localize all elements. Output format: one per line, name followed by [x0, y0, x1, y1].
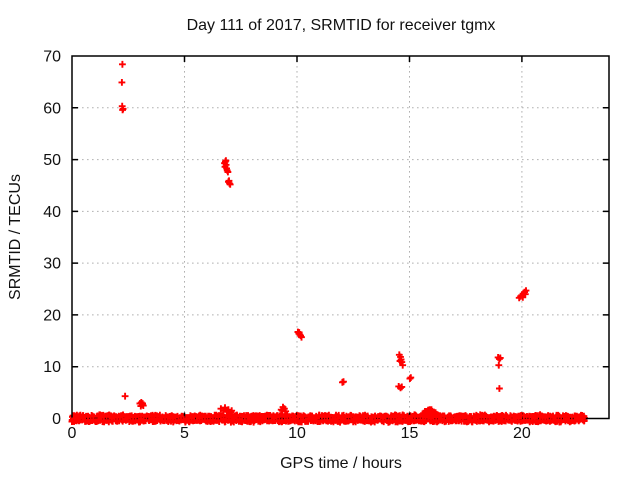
chart-title: Day 111 of 2017, SRMTID for receiver tgm…	[187, 17, 496, 34]
gridlines	[72, 56, 609, 419]
x-axis-label: GPS time / hours	[280, 455, 402, 472]
x-tick-label: 5	[180, 425, 189, 442]
y-tick-label: 40	[43, 204, 61, 221]
x-tick-label: 20	[513, 425, 531, 442]
data-points	[68, 60, 588, 426]
y-tick-label: 0	[52, 411, 61, 428]
y-tick-label: 70	[43, 49, 61, 66]
x-tick-label: 10	[288, 425, 306, 442]
y-tick-label: 10	[43, 359, 61, 376]
y-tick-label: 60	[43, 100, 61, 117]
y-tick-label: 30	[43, 256, 61, 273]
data-points-overlay	[68, 411, 586, 426]
y-tick-labels: 0 10 20 30 40 50 60 70	[43, 49, 61, 429]
x-tick-labels: 0 5 10 15 20	[68, 425, 531, 442]
x-tick-label: 15	[401, 425, 419, 442]
x-tick-label: 0	[68, 425, 77, 442]
plot-border	[71, 55, 610, 420]
y-tick-label: 50	[43, 152, 61, 169]
y-tick-label: 20	[43, 307, 61, 324]
y-axis-label: SRMTID / TECUs	[7, 174, 24, 300]
